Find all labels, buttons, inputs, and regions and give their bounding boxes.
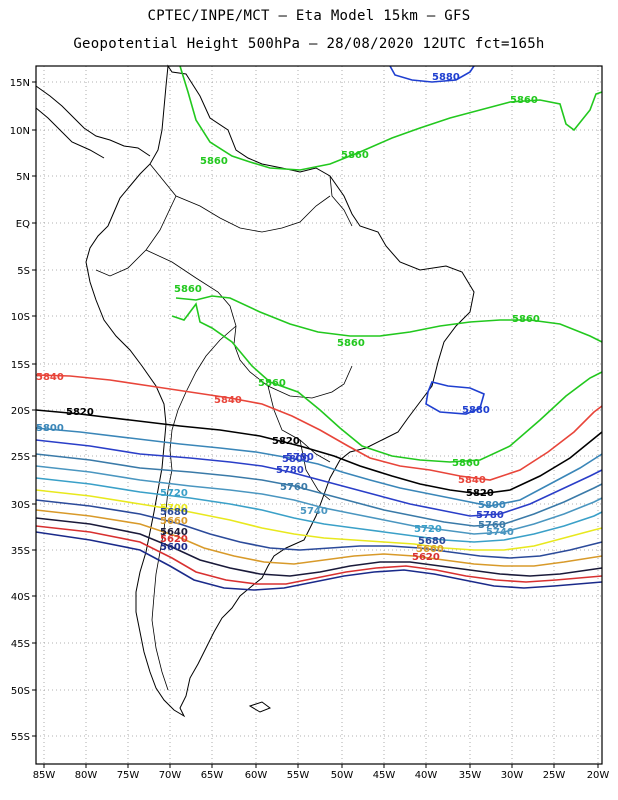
contour-label: 5820	[272, 436, 300, 447]
contour-label: 5860	[174, 284, 202, 295]
lon-tick-label: 35W	[459, 770, 482, 781]
lat-tick-label: 10S	[11, 312, 30, 323]
contour-label: 5860	[452, 458, 480, 469]
contour-label: 5800	[36, 423, 64, 434]
lon-tick-label: 40W	[415, 770, 438, 781]
central-america-coastline	[36, 86, 150, 158]
lat-tick-label: 25S	[11, 452, 30, 463]
contour-label: 5600	[160, 542, 188, 553]
lon-tick-label: 85W	[33, 770, 56, 781]
lat-lon-grid	[32, 66, 602, 768]
contour-label: 5740	[486, 527, 514, 538]
lon-tick-label: 65W	[201, 770, 224, 781]
lat-tick-label: 5N	[16, 172, 30, 183]
lon-tick-label: 45W	[373, 770, 396, 781]
lon-tick-label: 75W	[117, 770, 140, 781]
contour-label: 5840	[214, 395, 242, 406]
contour-label: 5860	[200, 156, 228, 167]
lon-tick-label: 70W	[159, 770, 182, 781]
south-america-coastline	[86, 66, 474, 716]
lon-tick-label: 30W	[501, 770, 524, 781]
contour-5860	[172, 304, 602, 462]
contour-label: 5860	[341, 150, 369, 161]
contour-label: 5880	[432, 72, 460, 83]
lat-tick-label: 35S	[11, 546, 30, 557]
falkland-islands	[250, 702, 270, 712]
contour-label: 5720	[160, 488, 188, 499]
lon-tick-label: 50W	[331, 770, 354, 781]
contour-label: 5740	[300, 506, 328, 517]
contour-label: 5860	[512, 314, 540, 325]
map-frame	[36, 66, 602, 764]
contour-5640	[36, 518, 602, 576]
lat-tick-label: 40S	[11, 592, 30, 603]
lat-tick-label: 50S	[11, 686, 30, 697]
lon-tick-label: 60W	[245, 770, 268, 781]
contour-label: 5820	[466, 488, 494, 499]
lat-tick-label: 45S	[11, 639, 30, 650]
lat-tick-label: 30S	[11, 500, 30, 511]
contour-label: 5880	[462, 405, 490, 416]
contour-label: 5860	[510, 95, 538, 106]
lon-tick-label: 55W	[287, 770, 310, 781]
contour-label: 5840	[458, 475, 486, 486]
lon-tick-label: 80W	[75, 770, 98, 781]
contour-label: 5760	[280, 482, 308, 493]
lat-tick-label: 15N	[10, 78, 30, 89]
contour-label: 5860	[337, 338, 365, 349]
contour-label: 5660	[160, 516, 188, 527]
map-figure: 15N 10N 5N EQ 5S 10S 15S 20S 25S 30S 35S 40S 45S 50S 5…	[0, 0, 618, 800]
lat-tick-label: 20S	[11, 406, 30, 417]
lat-tick-label: 10N	[10, 126, 30, 137]
contour-label: 5840	[36, 372, 64, 383]
lat-tick-label: 15S	[11, 360, 30, 371]
lat-tick-label: 5S	[17, 266, 30, 277]
lon-tick-label: 20W	[587, 770, 610, 781]
contour-label: 5780	[286, 452, 314, 463]
contour-label: 5620	[412, 552, 440, 563]
lat-tick-label: 55S	[11, 732, 30, 743]
contour-label: 5860	[258, 378, 286, 389]
lat-tick-label: EQ	[16, 219, 30, 230]
axis-tick-labels: 15N 10N 5N EQ 5S 10S 15S 20S 25S 30S 35S 40S 45S 50S 5…	[10, 78, 610, 781]
contour-5820	[36, 410, 602, 494]
contour-label: 5780	[276, 465, 304, 476]
contour-label: 5720	[414, 524, 442, 535]
contour-label: 5820	[66, 407, 94, 418]
lon-tick-label: 25W	[543, 770, 566, 781]
